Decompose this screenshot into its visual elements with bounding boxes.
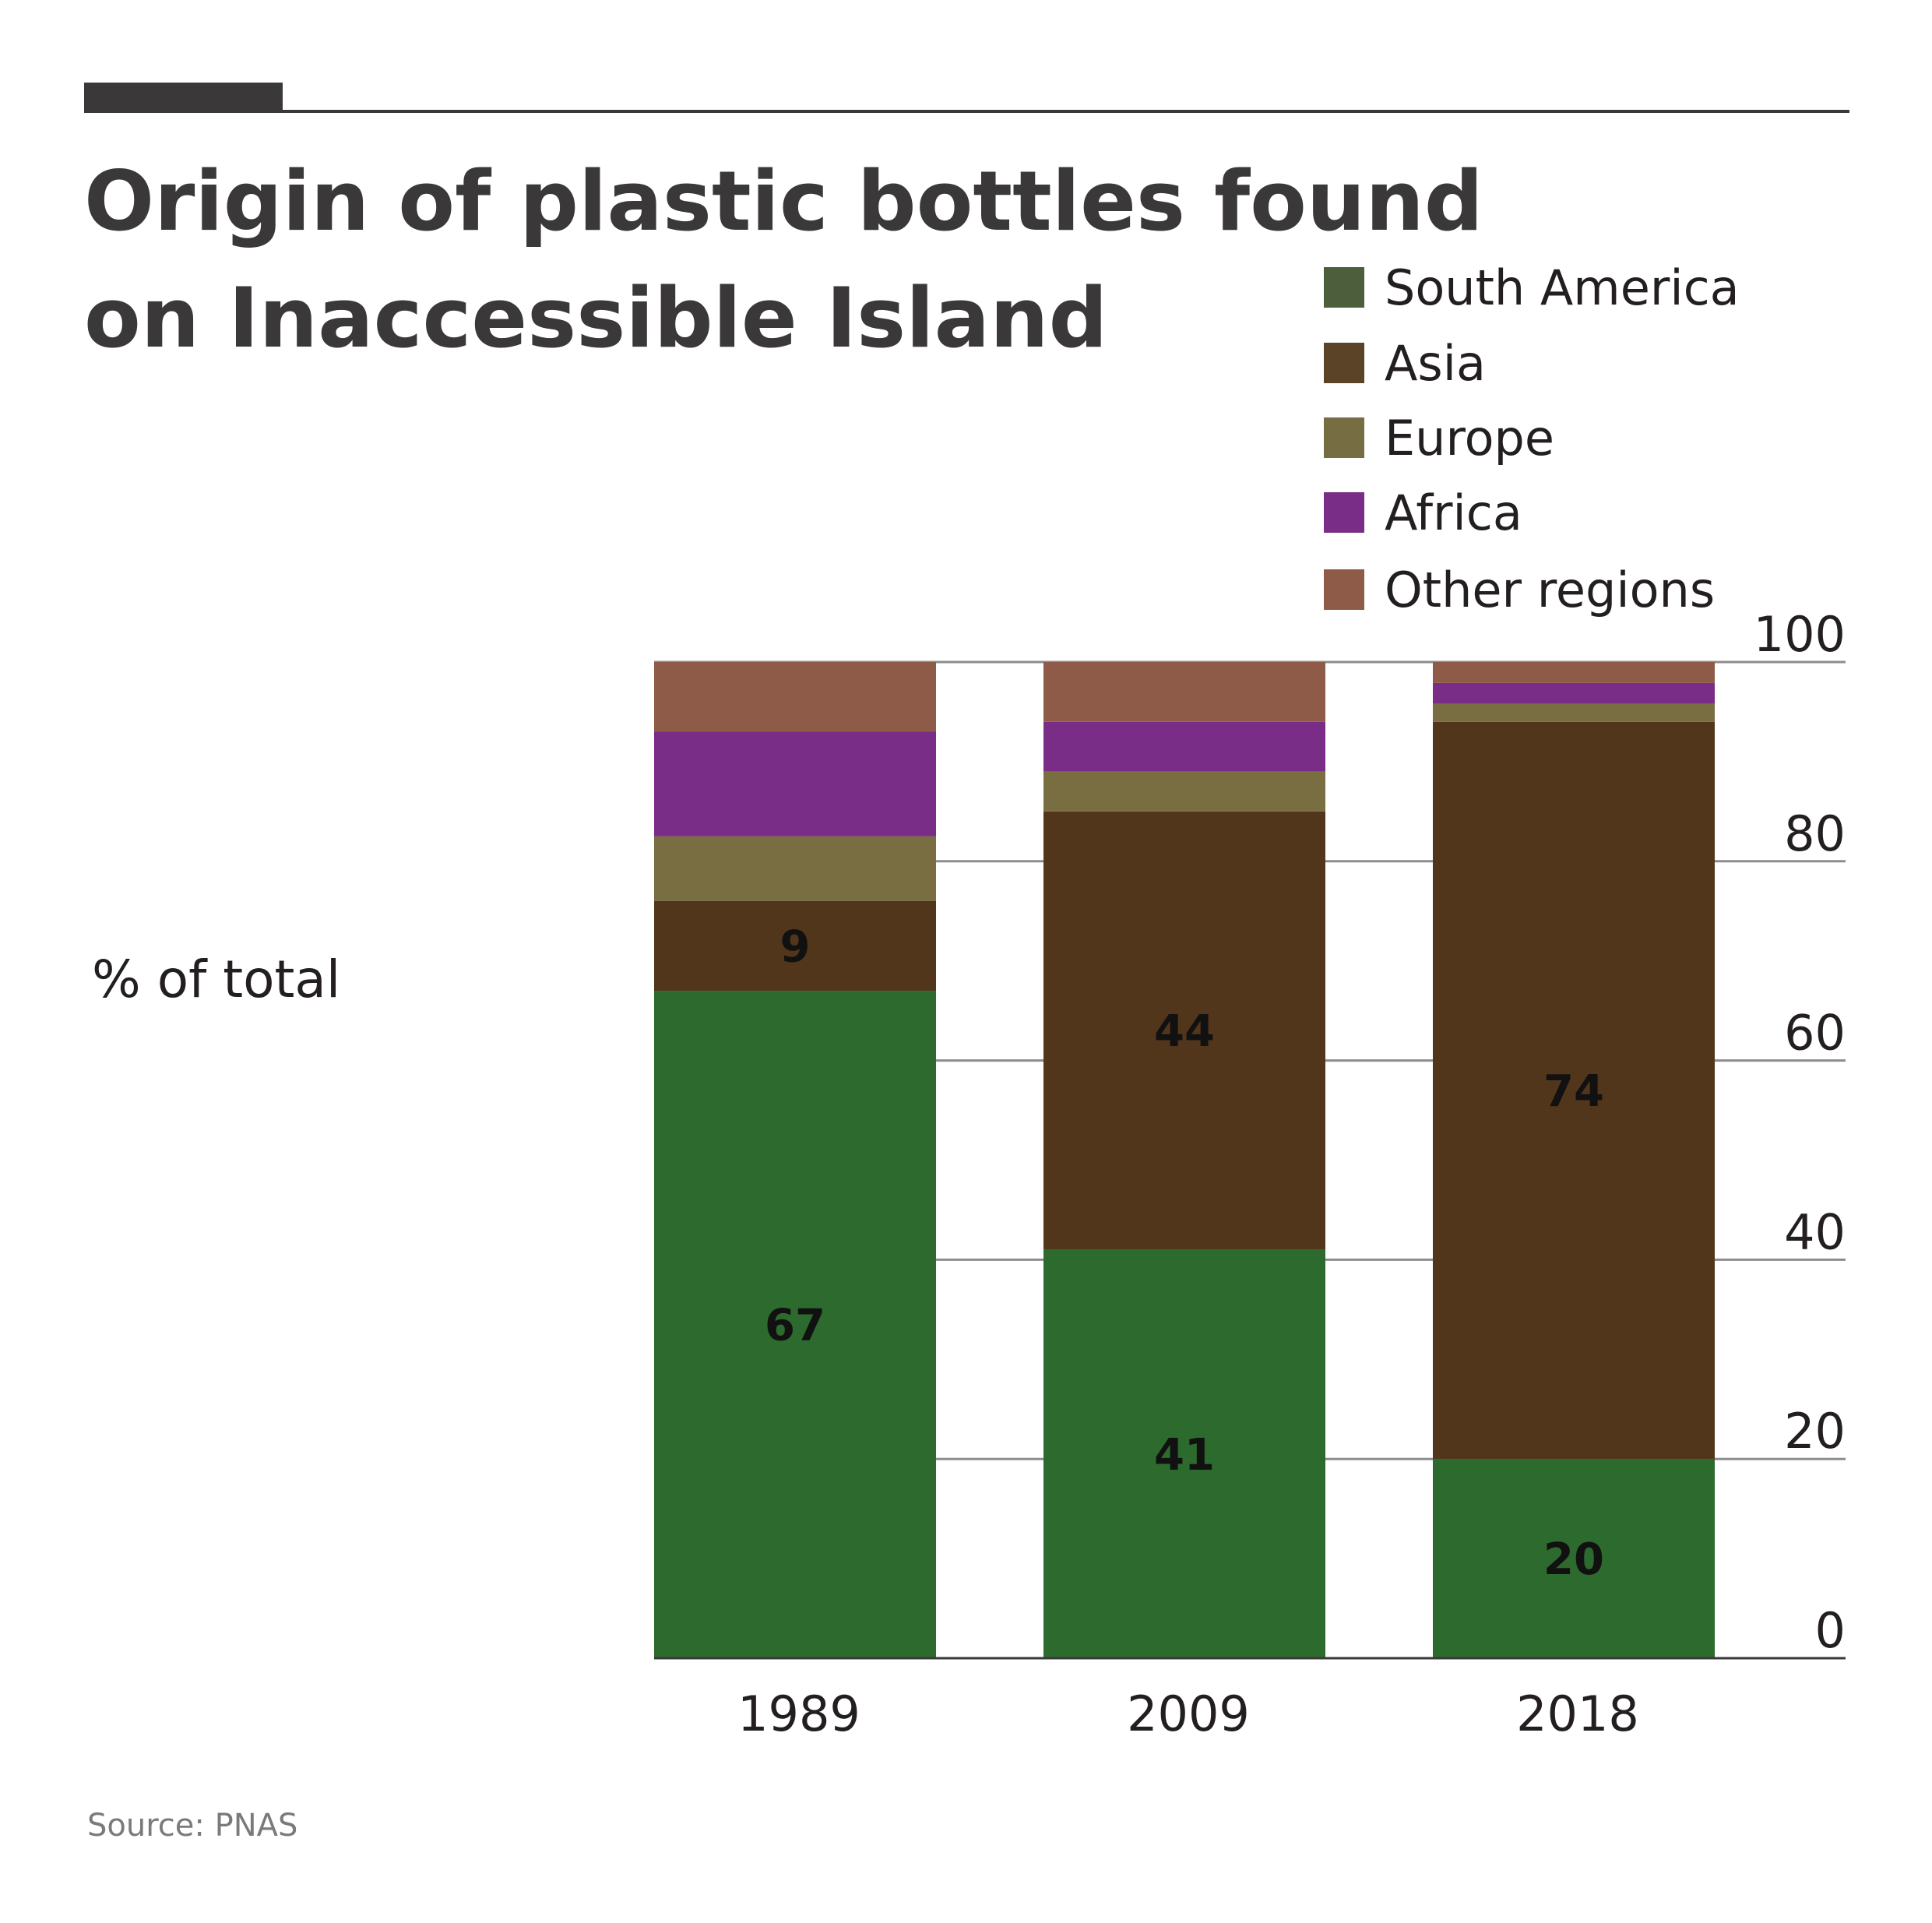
legend-swatch-africa (1324, 492, 1364, 533)
legend-swatch-south-america (1324, 267, 1364, 308)
y-axis-ticks: 0 20 40 60 80 100 (1754, 606, 1846, 1659)
legend-label-south-america: South America (1385, 259, 1740, 316)
bars (654, 662, 1715, 1658)
bar-2009-south-america (1043, 1249, 1325, 1658)
bar-2009-asia (1043, 811, 1325, 1250)
legend-swatch-other-regions (1324, 569, 1364, 610)
x-tick-2009: 2009 (1127, 1685, 1250, 1742)
legend-label-africa: Africa (1385, 484, 1522, 541)
bar-labels: 67 9 41 44 20 74 (765, 922, 1604, 1586)
y-tick-40: 40 (1784, 1203, 1846, 1260)
bar-1989-other-regions (654, 662, 936, 732)
bar-2018-other-regions (1433, 662, 1715, 683)
chart-title-line2: on Inaccessible Island (84, 270, 1107, 366)
bar-2018-south-america (1433, 1459, 1715, 1658)
chart-title-line1: Origin of plastic bottles found (84, 153, 1483, 249)
legend-label-europe: Europe (1385, 410, 1554, 467)
y-tick-20: 20 (1784, 1403, 1846, 1460)
bar-2018-europe (1433, 703, 1715, 722)
bar-2009-africa (1043, 721, 1325, 772)
data-label-1989-asia: 9 (780, 922, 811, 973)
x-axis-ticks: 1989 2009 2018 (737, 1685, 1639, 1742)
bar-1989-asia (654, 900, 936, 991)
y-tick-0: 0 (1815, 1602, 1846, 1659)
legend-label-other-regions: Other regions (1385, 562, 1715, 618)
data-label-2009-asia: 44 (1154, 1006, 1215, 1057)
bar-2018-asia (1433, 721, 1715, 1460)
data-label-2018-south-america: 20 (1543, 1534, 1604, 1585)
data-label-1989-south-america: 67 (765, 1301, 825, 1351)
bar-2018-africa (1433, 682, 1715, 704)
y-axis-label: % of total (92, 949, 340, 1009)
y-tick-100: 100 (1754, 606, 1846, 663)
legend: South America Asia Europe Africa Other regio… (1324, 259, 1740, 618)
x-tick-2018: 2018 (1516, 1685, 1639, 1742)
y-tick-60: 60 (1784, 1005, 1846, 1062)
bar-2009-other-regions (1043, 662, 1325, 722)
x-tick-1989: 1989 (737, 1685, 860, 1742)
header-accent-bar (84, 83, 283, 112)
bar-1989-africa (654, 731, 936, 836)
y-tick-80: 80 (1784, 805, 1846, 862)
data-label-2018-asia: 74 (1543, 1066, 1604, 1117)
source-note: Source: PNAS (87, 1808, 297, 1844)
bar-2009-europe (1043, 771, 1325, 812)
legend-swatch-asia (1324, 343, 1364, 383)
bar-1989-south-america (654, 991, 936, 1658)
bar-1989-europe (654, 836, 936, 901)
legend-label-asia: Asia (1385, 335, 1486, 392)
data-label-2009-south-america: 41 (1154, 1430, 1215, 1481)
legend-swatch-europe (1324, 417, 1364, 458)
